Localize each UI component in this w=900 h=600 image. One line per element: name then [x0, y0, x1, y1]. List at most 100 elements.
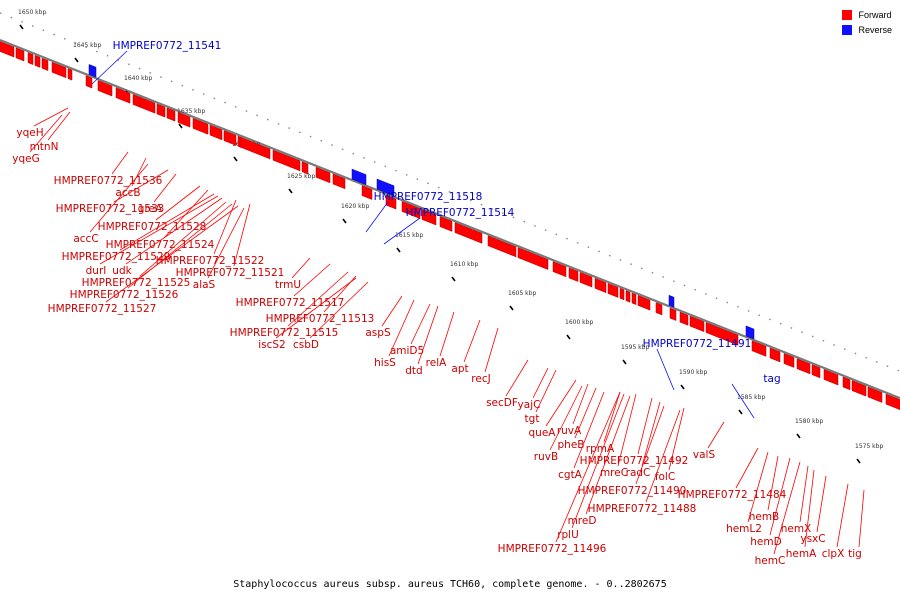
forward-gene-leader — [388, 299, 415, 357]
kbp-tick-mark — [680, 384, 685, 390]
forward-gene-block — [811, 364, 821, 379]
forward-gene-leader — [535, 369, 557, 413]
forward-swatch — [842, 10, 853, 20]
genome-caption: Staphylococcus aureus subsp. aureus TCH6… — [233, 579, 666, 590]
reverse-gene-block — [351, 168, 367, 186]
forward-gene-block — [487, 235, 517, 258]
forward-gene-label: hemA — [786, 548, 817, 560]
forward-gene-block — [85, 75, 93, 89]
forward-gene-label: HMPREF0772_11521 — [176, 267, 285, 279]
forward-gene-label: cgtA — [558, 469, 583, 481]
reverse-gene-label: tag — [763, 373, 780, 385]
kbp-tick-label: 1585 kbp — [737, 394, 765, 401]
kbp-tick-label: 1590 kbp — [679, 369, 707, 376]
forward-gene-leader — [417, 305, 439, 365]
forward-gene-leader — [836, 483, 849, 548]
forward-gene-block — [361, 185, 373, 200]
forward-gene-leader — [155, 185, 201, 221]
forward-gene-label: HMPREF0772_11526 — [70, 289, 179, 301]
forward-gene-label: ruvB — [534, 451, 558, 463]
kbp-tick-label: 1625 kbp — [287, 173, 315, 180]
forward-gene-label: recJ — [471, 373, 490, 385]
kbp-tick-label: 1650 kbp — [18, 9, 46, 16]
reverse-gene-label: HMPREF0772_11518 — [374, 191, 483, 203]
forward-gene-leader — [99, 195, 219, 265]
kbp-tick-mark — [233, 156, 238, 162]
forward-gene-label: tgt — [525, 413, 540, 425]
forward-gene-leader — [574, 387, 597, 439]
forward-gene-leader — [585, 395, 631, 515]
kbp-tick-mark — [566, 334, 571, 340]
kbp-tick-label: 1580 kbp — [795, 418, 823, 425]
forward-gene-leader — [637, 397, 653, 455]
forward-gene-label: hemB — [749, 511, 780, 523]
forward-gene-block — [41, 57, 49, 71]
kbp-tick-label: 1610 kbp — [450, 261, 478, 268]
forward-gene-block — [568, 267, 579, 282]
forward-gene-leader — [293, 263, 331, 297]
forward-gene-leader — [89, 163, 149, 233]
forward-gene-block — [272, 149, 301, 172]
forward-gene-leader — [410, 303, 431, 345]
forward-gene-label: amiD5 — [390, 345, 424, 357]
forward-gene-block — [851, 380, 867, 397]
forward-gene-leader — [799, 465, 809, 523]
forward-gene-block — [751, 340, 767, 357]
forward-gene-block — [689, 315, 705, 333]
reverse-gene-block — [668, 294, 675, 308]
forward-gene-label: trmU — [275, 279, 301, 291]
forward-gene-block — [679, 311, 689, 326]
forward-gene-leader — [131, 157, 147, 187]
kbp-tick-label: 1645 kbp — [73, 42, 101, 49]
forward-gene-leader — [804, 469, 815, 548]
forward-gene-label: secDF — [486, 397, 518, 409]
forward-gene-block — [332, 173, 346, 190]
forward-gene-leader — [572, 383, 589, 425]
forward-gene-block — [115, 87, 131, 104]
forward-gene-leader — [484, 327, 499, 373]
kbp-tick-mark — [451, 276, 456, 282]
forward-gene-label: tig — [848, 548, 862, 560]
forward-gene-leader — [549, 385, 583, 451]
forward-gene-label: hisS — [374, 357, 396, 369]
forward-gene-label: HMPREF0772_11525 — [82, 277, 191, 289]
forward-gene-label: csbD — [293, 339, 319, 351]
kbp-tick-label: 1635 kbp — [177, 108, 205, 115]
forward-gene-block — [637, 295, 651, 311]
forward-gene-label: HMPREF0772_11536 — [54, 175, 163, 187]
forward-gene-leader — [105, 205, 239, 303]
kbp-tick-label: 1605 kbp — [508, 290, 536, 297]
forward-gene-leader — [287, 271, 349, 327]
forward-gene-block — [27, 52, 34, 66]
forward-gene-leader — [439, 311, 455, 357]
kbp-tick-label: 1600 kbp — [565, 319, 593, 326]
kbp-tick-label: 1620 kbp — [341, 203, 369, 210]
forward-gene-label: hemD — [750, 536, 781, 548]
forward-gene-block — [669, 307, 677, 321]
reverse-gene-block — [88, 64, 97, 78]
forward-gene-label: valS — [693, 449, 716, 461]
forward-gene-label: HMPREF0772_11529 — [62, 251, 171, 263]
forward-gene-leader — [603, 391, 621, 443]
forward-gene-leader — [707, 421, 725, 449]
forward-gene-block — [823, 369, 839, 386]
kbp-tick-mark — [796, 433, 801, 439]
forward-gene-label: HMPREF0772_11515 — [230, 327, 339, 339]
kbp-tick-mark — [856, 458, 861, 464]
reverse-gene-leader — [365, 201, 389, 233]
forward-gene-leader — [207, 207, 245, 279]
forward-gene-leader — [381, 295, 403, 327]
reverse-swatch — [842, 25, 853, 35]
forward-gene-label: durI — [86, 265, 107, 277]
forward-gene-block — [885, 393, 900, 410]
kbp-tick-mark — [622, 359, 627, 365]
forward-gene-leader — [291, 257, 311, 279]
forward-gene-leader — [641, 401, 661, 467]
forward-gene-label: clpX — [822, 548, 845, 560]
forward-gene-leader — [153, 173, 177, 203]
kbp-tick-label: 1615 kbp — [395, 232, 423, 239]
forward-gene-leader — [113, 169, 169, 203]
forward-gene-block — [631, 292, 637, 305]
